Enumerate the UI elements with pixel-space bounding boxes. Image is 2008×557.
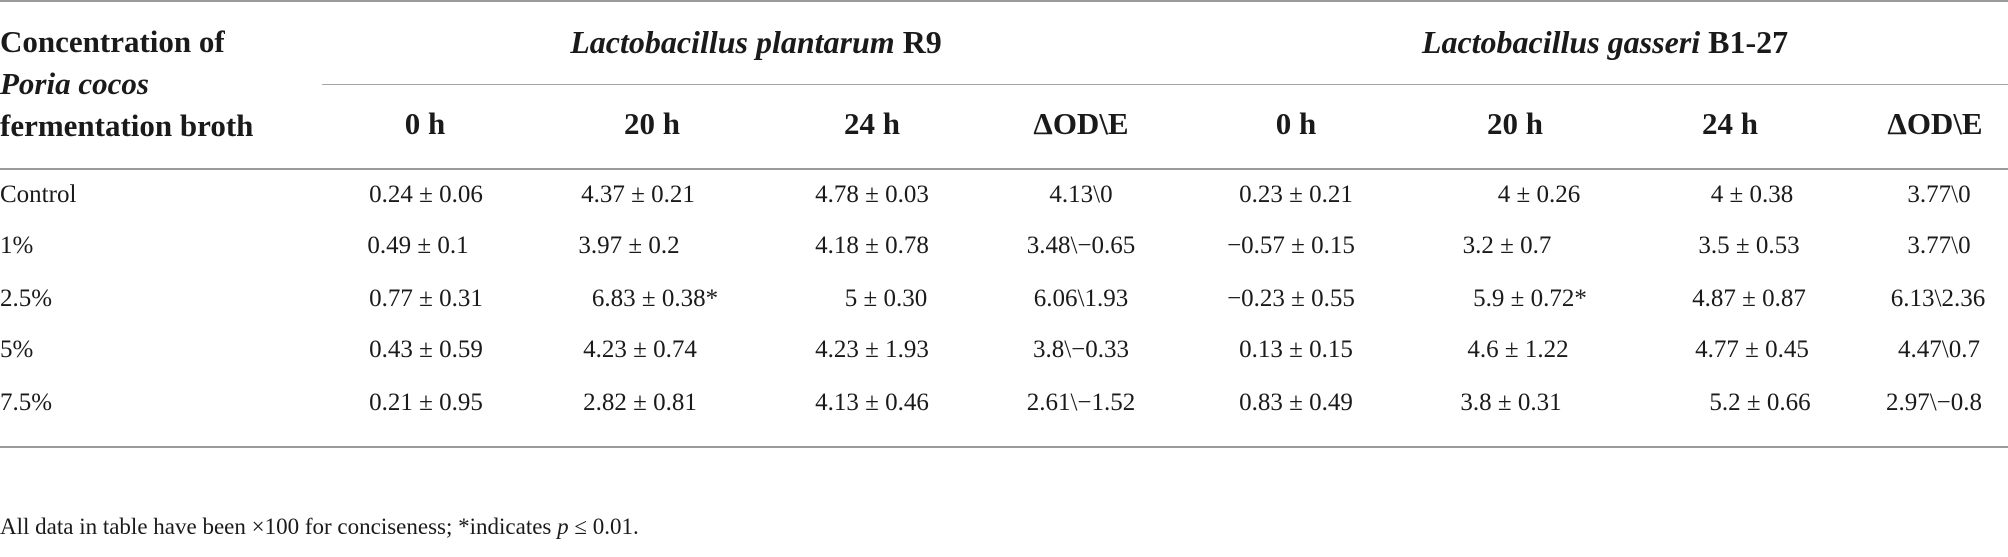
table-cell: −0.23 ± 0.55 xyxy=(1227,285,1355,312)
table-cell: 0.21 ± 0.95 xyxy=(369,389,483,416)
table-cell: 3.97 ± 0.2 xyxy=(578,232,680,259)
table-cell: 3.2 ± 0.7 xyxy=(1462,232,1552,259)
table-cell: 6.83 ± 0.38* xyxy=(591,285,719,312)
row-label: 7.5% xyxy=(0,389,53,416)
table-footnote: All data in table have been ×100 for con… xyxy=(0,512,639,542)
table-cell: 6.13\2.36 xyxy=(1890,285,1986,312)
table-cell: 3.77\0 xyxy=(1907,181,1971,208)
column-header: 20 h xyxy=(624,106,680,141)
table-top-rule xyxy=(0,0,2008,2)
stub-header-line1: Concentration of xyxy=(0,24,225,59)
table-cell: 0.23 ± 0.21 xyxy=(1239,181,1353,208)
footnote-text: All data in table have been ×100 for con… xyxy=(0,514,558,539)
column-header: 24 h xyxy=(1702,106,1758,141)
table-cell: 4 ± 0.38 xyxy=(1710,181,1794,208)
table-cell: 5.2 ± 0.66 xyxy=(1709,389,1811,416)
column-header: 20 h xyxy=(1487,106,1543,141)
table-cell: 3.8 ± 0.31 xyxy=(1460,389,1562,416)
footnote-p-symbol: p xyxy=(557,514,569,539)
table-cell: 3.77\0 xyxy=(1907,232,1971,259)
group-header-rule xyxy=(322,84,2008,85)
table-cell: 4.47\0.7 xyxy=(1898,336,1980,363)
footnote-threshold: ≤ 0.01. xyxy=(568,514,639,539)
table-cell: 3.48\−0.65 xyxy=(1026,232,1136,259)
group-header-gasseri-strain: B1-27 xyxy=(1700,24,1789,60)
row-label: 2.5% xyxy=(0,285,53,312)
table-cell: 0.77 ± 0.31 xyxy=(369,285,483,312)
table-cell: 4.23 ± 1.93 xyxy=(815,336,929,363)
table-cell: 5 ± 0.30 xyxy=(844,285,928,312)
table-cell: 4.78 ± 0.03 xyxy=(815,181,929,208)
table-cell: 4.37 ± 0.21 xyxy=(581,181,695,208)
table-cell: 4.18 ± 0.78 xyxy=(815,232,929,259)
group-header-plantarum-species: Lactobacillus plantarum xyxy=(570,24,895,60)
table-cell: 0.24 ± 0.06 xyxy=(369,181,483,208)
column-header: 24 h xyxy=(844,106,900,141)
table-cell: 0.83 ± 0.49 xyxy=(1239,389,1353,416)
group-header-gasseri-species: Lactobacillus gasseri xyxy=(1421,24,1701,60)
table-cell: 4.6 ± 1.22 xyxy=(1467,336,1569,363)
table-cell: 3.5 ± 0.53 xyxy=(1698,232,1800,259)
table-cell: 4.77 ± 0.45 xyxy=(1695,336,1809,363)
row-label: Control xyxy=(0,181,77,208)
stub-header-line2: Poria cocos xyxy=(0,66,149,101)
table-cell: 0.49 ± 0.1 xyxy=(367,232,469,259)
table-cell: 0.43 ± 0.59 xyxy=(369,336,483,363)
group-header-plantarum-strain: R9 xyxy=(894,24,942,60)
header-bottom-rule xyxy=(0,168,2008,170)
table-cell: 6.06\1.93 xyxy=(1033,285,1129,312)
table-cell: 4.23 ± 0.74 xyxy=(583,336,697,363)
column-header: ΔOD\E xyxy=(1887,106,1983,141)
table-cell: 5.9 ± 0.72* xyxy=(1473,285,1587,312)
table-cell: 2.61\−1.52 xyxy=(1026,389,1136,416)
table-cell: 0.13 ± 0.15 xyxy=(1239,336,1353,363)
column-header: 0 h xyxy=(404,106,446,141)
table-cell: 4.13 ± 0.46 xyxy=(815,389,929,416)
column-header: 0 h xyxy=(1275,106,1317,141)
table-bottom-rule xyxy=(0,446,2008,448)
table-cell: 3.8\−0.33 xyxy=(1032,336,1130,363)
table-cell: 2.97\−0.8 xyxy=(1885,389,1983,416)
table-cell: 2.82 ± 0.81 xyxy=(583,389,697,416)
group-header-gasseri: Lactobacillus gasseri B1-27 xyxy=(1422,23,1788,61)
table-cell: 4.87 ± 0.87 xyxy=(1692,285,1806,312)
column-header: ΔOD\E xyxy=(1033,106,1129,141)
row-label: 1% xyxy=(0,232,34,259)
row-label: 5% xyxy=(0,336,34,363)
group-header-plantarum: Lactobacillus plantarum R9 xyxy=(570,23,942,61)
stub-header-line3: fermentation broth xyxy=(0,108,254,143)
table-cell: −0.57 ± 0.15 xyxy=(1227,232,1355,259)
table-cell: 4.13\0 xyxy=(1049,181,1113,208)
table-cell: 4 ± 0.26 xyxy=(1497,181,1581,208)
